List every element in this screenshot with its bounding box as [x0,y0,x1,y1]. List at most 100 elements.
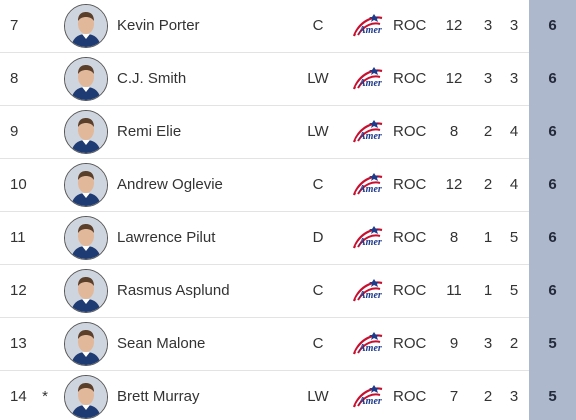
games-played-cell: 9 [449,335,459,352]
points-column-top-edge [529,158,576,159]
player-name-link[interactable]: Sean Malone [117,335,206,352]
points-column-top-edge [529,211,576,212]
player-headshot-icon [65,323,107,365]
rank-cell: 12 [10,282,27,299]
points-cell: 5 [529,318,576,370]
svg-text:Amer: Amer [358,343,382,354]
rochester-americans-logo-icon: Amer [352,173,384,197]
table-row[interactable]: 9 Remi Elie LW Amer [0,105,576,159]
player-headshot-icon [65,376,107,418]
position-cell: C [312,282,324,299]
rochester-americans-logo-icon: Amer [352,226,384,250]
games-played-cell: 12 [445,176,463,193]
player-name-link[interactable]: Rasmus Asplund [117,282,230,299]
player-headshot-icon [65,111,107,153]
goals-cell: 3 [483,70,493,87]
position-cell: C [312,176,324,193]
team-cell: ROC [393,388,427,405]
player-headshot-icon [65,5,107,47]
player-name-link[interactable]: Kevin Porter [117,17,200,34]
points-column-top-edge [529,264,576,265]
rookie-flag [40,53,50,105]
goals-cell: 1 [483,282,493,299]
team-cell: ROC [393,17,427,34]
games-played-cell: 8 [449,123,459,140]
avatar[interactable] [64,216,108,260]
rookie-flag: * [42,388,48,405]
table-row[interactable]: 14 * Brett Murray LW Amer [0,370,576,420]
points-column-top-edge [529,370,576,371]
rank-cell: 9 [10,123,19,140]
rank-cell: 10 [10,176,27,193]
player-headshot-icon [65,217,107,259]
games-played-cell: 8 [449,229,459,246]
rochester-americans-logo-icon: Amer [352,332,384,356]
player-headshot-icon [65,270,107,312]
svg-text:Amer: Amer [358,237,382,248]
avatar[interactable] [64,110,108,154]
games-played-cell: 12 [445,70,463,87]
games-played-cell: 11 [446,282,462,299]
player-name-link[interactable]: C.J. Smith [117,70,187,87]
player-name-link[interactable]: Lawrence Pilut [117,229,216,246]
rookie-flag [40,212,50,264]
assists-cell: 2 [509,335,519,352]
points-column-top-edge [529,52,576,53]
goals-cell: 1 [483,229,493,246]
assists-cell: 3 [509,70,519,87]
team-cell: ROC [393,123,427,140]
rank-cell: 8 [10,70,19,87]
avatar[interactable] [64,4,108,48]
svg-text:Amer: Amer [358,78,382,89]
table-row[interactable]: 10 Andrew Oglevie C Amer [0,158,576,212]
player-name-link[interactable]: Andrew Oglevie [117,176,223,193]
team-cell: ROC [393,70,427,87]
position-cell: C [312,335,324,352]
goals-cell: 2 [483,176,493,193]
points-cell: 6 [529,53,576,105]
points-column-top-edge [529,317,576,318]
rank-cell: 11 [10,229,26,246]
assists-cell: 5 [509,229,519,246]
rank-cell: 14 [10,388,27,405]
avatar[interactable] [64,163,108,207]
points-cell: 5 [529,371,576,420]
goals-cell: 2 [483,388,493,405]
svg-text:Amer: Amer [358,131,382,142]
avatar[interactable] [64,375,108,419]
team-cell: ROC [393,229,427,246]
avatar[interactable] [64,57,108,101]
position-cell: C [312,17,324,34]
points-cell: 6 [529,159,576,211]
rookie-flag [40,318,50,370]
rookie-flag [40,265,50,317]
points-column-top-edge [529,105,576,106]
player-name-link[interactable]: Remi Elie [117,123,182,140]
player-name-link[interactable]: Brett Murray [117,388,200,405]
assists-cell: 4 [509,123,519,140]
team-cell: ROC [393,282,427,299]
assists-cell: 3 [509,388,519,405]
table-row[interactable]: 8 C.J. Smith LW Amer [0,52,576,106]
svg-text:Amer: Amer [358,290,382,301]
team-cell: ROC [393,335,427,352]
rookie-flag [40,106,50,158]
player-headshot-icon [65,58,107,100]
rochester-americans-logo-icon: Amer [352,14,384,38]
goals-cell: 3 [483,17,493,34]
position-cell: LW [307,70,329,87]
table-row[interactable]: 12 Rasmus Asplund C Amer [0,264,576,318]
team-cell: ROC [393,176,427,193]
rochester-americans-logo-icon: Amer [352,385,384,409]
games-played-cell: 7 [449,388,459,405]
table-row[interactable]: 13 Sean Malone C Amer [0,317,576,371]
assists-cell: 3 [509,17,519,34]
table-row[interactable]: 7 Kevin Porter C Amer [0,0,576,53]
table-row[interactable]: 11 Lawrence Pilut D Amer [0,211,576,265]
rank-cell: 13 [10,335,27,352]
rookie-flag [40,159,50,211]
assists-cell: 4 [509,176,519,193]
avatar[interactable] [64,322,108,366]
avatar[interactable] [64,269,108,313]
rochester-americans-logo-icon: Amer [352,67,384,91]
